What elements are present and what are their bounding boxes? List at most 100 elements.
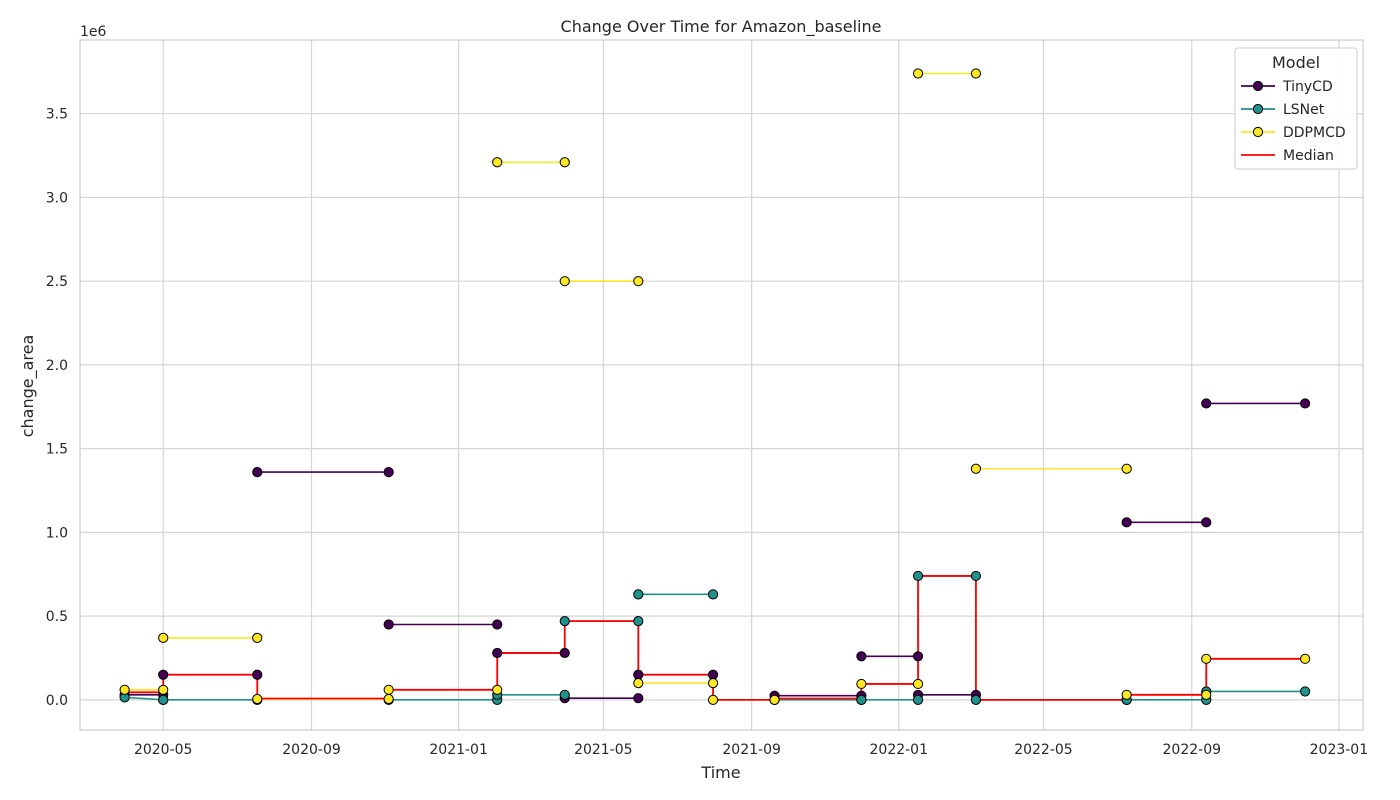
data-point-ddpmcd <box>559 157 570 168</box>
data-point-lsnet <box>707 589 719 600</box>
x-tick-label: 2020-05 <box>134 742 193 758</box>
data-point-ddpmcd <box>1201 653 1212 664</box>
y-axis-label: change_area <box>18 335 38 438</box>
data-point-ddpmcd <box>158 684 169 695</box>
data-point-tinycd <box>383 466 394 478</box>
y-tick-label: 0.5 <box>46 609 68 625</box>
x-axis-label: Time <box>700 763 740 782</box>
data-point-ddpmcd <box>492 157 503 168</box>
legend-item-tinycd: TinyCD <box>1241 79 1333 95</box>
x-tick-label: 2022-09 <box>1163 742 1222 758</box>
data-point-tinycd <box>252 466 263 478</box>
x-tick-label: 2021-09 <box>722 742 781 758</box>
data-point-ddpmcd <box>383 684 394 695</box>
chart-title: Change Over Time for Amazon_baseline <box>561 17 882 37</box>
data-point-tinycd <box>633 693 644 704</box>
data-point-ddpmcd <box>1300 653 1311 664</box>
data-point-tinycd <box>158 669 169 680</box>
data-point-ddpmcd <box>912 678 924 690</box>
data-point-tinycd <box>1300 398 1311 409</box>
data-point-lsnet <box>912 694 924 705</box>
series-line-lsnet <box>124 696 164 701</box>
data-point-ddpmcd <box>158 632 169 643</box>
data-point-ddpmcd <box>912 68 924 79</box>
data-point-ddpmcd <box>1201 689 1212 700</box>
data-point-ddpmcd <box>970 68 982 79</box>
legend-label-lsnet: LSNet <box>1283 102 1325 118</box>
legend-label-median: Median <box>1283 148 1334 164</box>
data-point-ddpmcd <box>1121 689 1132 700</box>
y-tick-label: 1.5 <box>46 442 68 458</box>
x-tick-label: 2023-01 <box>1310 742 1369 758</box>
data-point-tinycd <box>559 647 570 659</box>
data-point-ddpmcd <box>492 684 503 695</box>
grid <box>80 40 1363 730</box>
data-point-tinycd <box>912 651 924 662</box>
y-tick-label: 0.0 <box>46 693 68 709</box>
data-point-tinycd <box>492 647 503 659</box>
data-point-ddpmcd <box>1121 463 1132 474</box>
x-tick-label: 2020-09 <box>282 742 341 758</box>
legend-item-median: Median <box>1241 148 1334 164</box>
data-point-tinycd <box>1201 517 1212 528</box>
data-point-tinycd <box>1201 398 1212 409</box>
legend-marker-tinycd <box>1252 80 1264 92</box>
data-point-lsnet <box>856 694 867 705</box>
plot-area-frame <box>79 39 1364 731</box>
legend: Model TinyCD LSNet DDPMCD Median <box>1234 47 1358 170</box>
y-tick-label: 2.0 <box>46 358 68 374</box>
data-point-ddpmcd <box>769 694 780 705</box>
data-point-lsnet <box>633 616 644 627</box>
data-point-lsnet <box>912 570 924 582</box>
data-point-tinycd <box>707 669 719 680</box>
x-tick-label: 2021-05 <box>574 742 633 758</box>
data-point-ddpmcd <box>707 678 719 689</box>
legend-title: Model <box>1272 53 1320 72</box>
data-point-ddpmcd <box>970 463 982 474</box>
tick-labels: 2020-05 2020-09 2021-01 2021-05 2021-09 2022-… <box>46 107 1368 758</box>
x-tick-label: 2022-01 <box>870 742 929 758</box>
data-point-ddpmcd <box>252 632 263 643</box>
data-point-lsnet <box>559 616 570 627</box>
y-tick-label: 3.5 <box>46 107 68 123</box>
legend-box <box>1234 47 1358 170</box>
data-point-lsnet <box>158 694 169 705</box>
x-tick-label: 2022-05 <box>1014 742 1073 758</box>
legend-marker-ddpmcd <box>1252 126 1264 138</box>
series-markers-ddpmcd <box>119 68 1311 705</box>
legend-label-tinycd: TinyCD <box>1282 79 1333 95</box>
data-point-tinycd <box>856 651 867 662</box>
data-point-ddpmcd <box>707 694 719 705</box>
y-tick-label: 2.5 <box>46 274 68 290</box>
data-point-lsnet <box>970 570 982 582</box>
data-point-tinycd <box>492 619 503 630</box>
data-point-ddpmcd <box>559 276 570 287</box>
data-point-ddpmcd <box>383 693 394 705</box>
legend-item-lsnet: LSNet <box>1241 102 1325 118</box>
data-point-ddpmcd <box>119 684 130 695</box>
y-tick-label: 3.0 <box>46 190 68 206</box>
data-point-ddpmcd <box>633 678 644 689</box>
legend-label-ddpmcd: DDPMCD <box>1283 125 1346 141</box>
x-tick-label: 2021-01 <box>429 742 488 758</box>
legend-item-ddpmcd: DDPMCD <box>1241 125 1346 141</box>
data-point-lsnet <box>1300 686 1311 697</box>
data-point-tinycd <box>383 619 394 630</box>
data-point-ddpmcd <box>252 693 263 705</box>
legend-items: TinyCD LSNet DDPMCD Median <box>1241 79 1346 164</box>
data-point-tinycd <box>1121 517 1132 528</box>
data-point-tinycd <box>633 669 644 680</box>
data-point-lsnet <box>633 589 644 600</box>
legend-marker-lsnet <box>1252 103 1264 115</box>
data-point-ddpmcd <box>856 678 867 690</box>
data-point-lsnet <box>970 694 982 705</box>
data-point-lsnet <box>559 689 570 700</box>
y-tick-label: 1.0 <box>46 525 68 541</box>
data-point-tinycd <box>252 669 263 680</box>
data-point-ddpmcd <box>633 276 644 287</box>
series-layer <box>119 68 1311 705</box>
y-axis-scale-label: 1e6 <box>80 24 107 40</box>
